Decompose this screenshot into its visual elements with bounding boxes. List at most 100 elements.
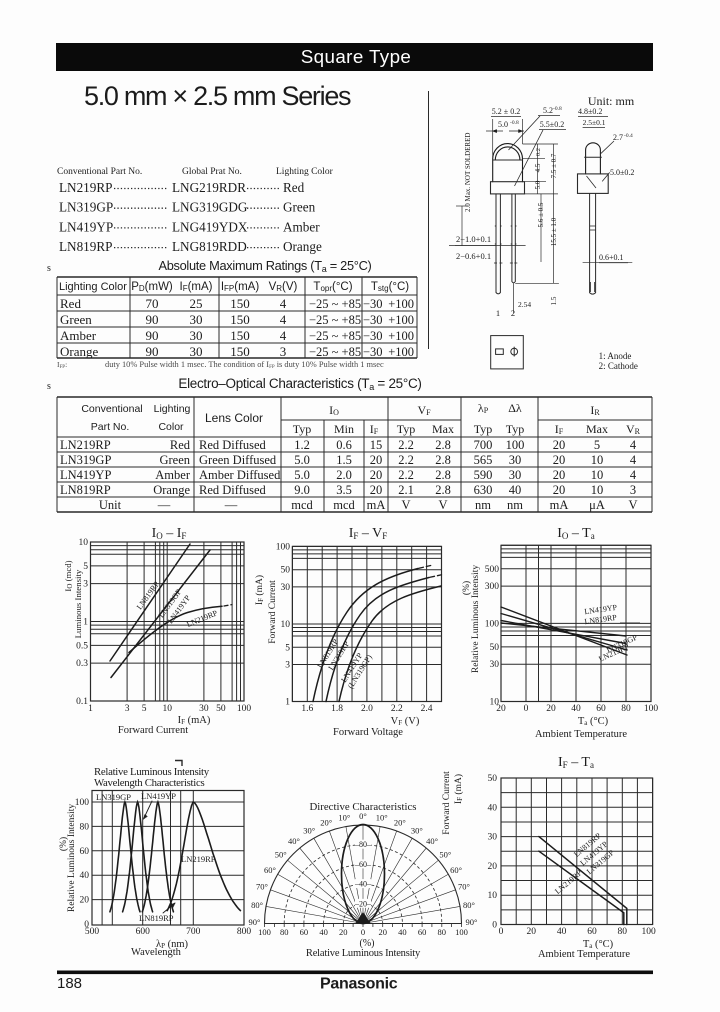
svg-text:2.1: 2.1 (398, 483, 414, 497)
svg-text:Relative Luminous Intensity: Relative Luminous Intensity (94, 766, 210, 778)
svg-text:10°: 10° (376, 813, 388, 823)
svg-text:Color: Color (158, 421, 184, 433)
svg-text:5.0 mm × 2.5 mm Series: 5.0 mm × 2.5 mm Series (84, 81, 351, 111)
svg-text:20: 20 (339, 927, 348, 937)
svg-text:565: 565 (474, 453, 493, 467)
svg-text:Green: Green (283, 200, 316, 215)
svg-text:40: 40 (557, 927, 567, 937)
svg-text:Min: Min (334, 422, 354, 436)
svg-text:0: 0 (499, 927, 504, 937)
svg-text:80: 80 (621, 704, 631, 714)
svg-text:150: 150 (230, 296, 250, 311)
svg-text:mcd: mcd (291, 498, 313, 512)
svg-text:20: 20 (553, 438, 566, 452)
svg-text:IF(mA): IF(mA) (179, 281, 212, 293)
svg-text:LN819RP: LN819RP (59, 239, 113, 254)
svg-text:Red Diffused: Red Diffused (199, 438, 267, 452)
svg-text:4.5: 4.5 (534, 163, 542, 172)
svg-text:100: 100 (258, 927, 271, 937)
svg-text:—: — (157, 498, 171, 512)
svg-text:Wavelength: Wavelength (131, 947, 182, 958)
svg-text:20°: 20° (320, 818, 332, 828)
svg-text:Green: Green (60, 312, 92, 327)
svg-text:Panasonic: Panasonic (320, 976, 398, 993)
svg-text:–60–: –60– (354, 860, 372, 869)
svg-text:20: 20 (378, 927, 387, 937)
svg-text:20: 20 (527, 927, 537, 937)
svg-text:Relative Luminous Intensity: Relative Luminous Intensity (471, 565, 481, 673)
svg-text:2.7: 2.7 (613, 133, 623, 142)
svg-text:+100: +100 (388, 345, 414, 359)
svg-text:1.8: 1.8 (331, 704, 343, 714)
svg-text:+100: +100 (388, 297, 414, 311)
svg-text:40: 40 (319, 927, 328, 937)
svg-text:60: 60 (596, 704, 606, 714)
svg-text:Forward Voltage: Forward Voltage (333, 727, 403, 738)
svg-text:LN419YP: LN419YP (141, 791, 176, 801)
svg-text:90: 90 (146, 312, 159, 327)
svg-text:20: 20 (370, 468, 383, 482)
svg-text:LN819RP: LN819RP (139, 913, 174, 923)
svg-text:Part No.: Part No. (91, 421, 130, 433)
svg-text:mA: mA (550, 498, 569, 512)
svg-text:9.0: 9.0 (294, 483, 310, 497)
svg-text:−30: −30 (363, 313, 383, 327)
svg-text:Red: Red (60, 296, 81, 311)
svg-text:Directive Characteristics: Directive Characteristics (309, 801, 416, 813)
svg-text:4: 4 (280, 296, 287, 311)
svg-text:2.0: 2.0 (336, 468, 352, 482)
svg-text:590: 590 (474, 468, 493, 482)
svg-text:30: 30 (488, 833, 498, 843)
svg-text:30°: 30° (411, 825, 423, 835)
svg-text:20: 20 (370, 453, 383, 467)
svg-text:-0.8: -0.8 (553, 106, 562, 112)
svg-text:30: 30 (509, 453, 522, 467)
svg-text:IO – Ta: IO – Ta (557, 526, 594, 541)
svg-text:−25 ~ +85: −25 ~ +85 (309, 329, 361, 343)
svg-text:2.8: 2.8 (435, 483, 451, 497)
svg-text:20°: 20° (394, 818, 406, 828)
svg-text:150: 150 (230, 312, 250, 327)
svg-text:1.5: 1.5 (336, 453, 352, 467)
svg-text:Green: Green (159, 453, 190, 467)
svg-text:Electro–Optical Characteristic: Electro–Optical Characteristics (Ta = 25… (178, 376, 421, 392)
svg-text:−30: −30 (363, 345, 383, 359)
svg-text:Red: Red (283, 180, 305, 195)
svg-text:10: 10 (591, 453, 604, 467)
svg-text:20: 20 (553, 453, 566, 467)
svg-text:50: 50 (488, 774, 498, 784)
svg-text:Forward Current: Forward Current (118, 725, 188, 736)
svg-text:70: 70 (146, 296, 159, 311)
svg-text:10: 10 (591, 468, 604, 482)
svg-text:LN319GP: LN319GP (59, 200, 113, 215)
svg-text:80°: 80° (251, 900, 263, 910)
svg-text:LN219RP: LN219RP (59, 180, 113, 195)
svg-text:λP: λP (478, 401, 489, 415)
svg-text:5.0: 5.0 (534, 180, 542, 189)
svg-text:10: 10 (490, 698, 500, 708)
svg-text:5.0±0.2: 5.0±0.2 (610, 168, 634, 177)
svg-text:-0.8: -0.8 (510, 120, 519, 126)
svg-text:s: s (47, 263, 51, 274)
svg-text:2.2: 2.2 (398, 453, 414, 467)
svg-text:100: 100 (485, 619, 500, 629)
svg-text:Unit: Unit (99, 498, 122, 512)
svg-text:Tstg(°C): Tstg(°C) (371, 281, 409, 293)
svg-text:+100: +100 (388, 329, 414, 343)
svg-text:600: 600 (136, 927, 151, 937)
svg-text:700: 700 (474, 438, 493, 452)
svg-text:−25 ~ +85: −25 ~ +85 (309, 297, 361, 311)
svg-text:5.2: 5.2 (543, 106, 553, 115)
svg-text:10: 10 (281, 620, 291, 630)
svg-text:60: 60 (587, 927, 597, 937)
svg-text:Red: Red (170, 438, 191, 452)
svg-text:LN219RP: LN219RP (181, 854, 216, 864)
svg-text:Amber: Amber (60, 328, 97, 343)
svg-text:40: 40 (488, 803, 498, 813)
svg-text:1: 1 (88, 704, 93, 714)
svg-text:15.5 ± 1.0: 15.5 ± 1.0 (550, 217, 558, 246)
svg-text:–40–: –40– (354, 880, 372, 889)
svg-text:100: 100 (455, 927, 468, 937)
svg-text:Amber Diffused: Amber Diffused (199, 468, 281, 482)
svg-text:Amber: Amber (283, 219, 320, 234)
